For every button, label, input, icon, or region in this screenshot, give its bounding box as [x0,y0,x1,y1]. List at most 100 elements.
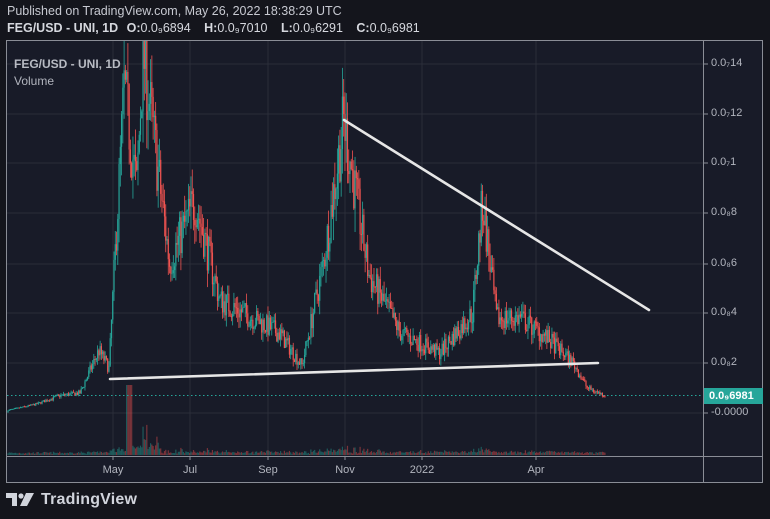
volume-bar [581,452,583,455]
candle-body [309,337,311,339]
candle-body [575,367,577,369]
legend-symbol: FEG/USD - UNI, 1D [14,57,121,71]
candle-body [522,311,524,314]
volume-bar [338,449,340,455]
candle-body [254,324,256,328]
candle-body [97,350,99,359]
volume-bar [126,385,128,455]
volume-bar [319,449,321,455]
candle-body [95,358,97,360]
volume-bar [119,450,121,455]
candle-body [191,191,193,195]
candle-body [534,321,537,323]
volume-bar [404,452,407,455]
candle-body [155,115,157,130]
volume-bar [539,451,542,455]
candle-body [292,347,294,360]
candle-body [11,408,13,410]
volume-bar [317,451,320,455]
volume-bar [437,451,439,455]
volume-bar [45,451,47,455]
volume-bar [396,451,398,455]
volume-bar [495,451,497,455]
candle-body [556,338,558,342]
candle-body [375,274,378,287]
candle-body [233,303,235,315]
candle-body [232,314,234,317]
volume-bar [52,451,55,455]
candle-body [293,359,296,362]
candle-body [162,200,164,202]
volume-bar [182,451,185,455]
candle-body [249,319,251,327]
candle-body [200,223,202,228]
candle-body [102,351,104,355]
volume-bar [137,446,139,455]
volume-bar [76,452,79,455]
volume-bar [391,453,393,455]
candle-body [570,354,572,366]
volume-bar [587,452,590,455]
volume-bar [368,453,370,455]
volume-bar [545,451,547,455]
volume-bar [273,452,275,455]
candle-body [61,394,63,396]
candle-body [220,291,222,296]
volume-bar [584,453,586,455]
volume-bar [541,453,543,455]
candle-body [300,358,302,365]
candle-body [124,70,126,80]
volume-bar [431,452,433,455]
candle-body [74,392,76,396]
volume-bar [534,452,537,455]
volume-bar [142,426,144,455]
volume-bar [524,450,527,455]
candle-body [349,161,351,175]
volume-bar [356,453,359,455]
candle-body [239,309,241,318]
volume-bar [364,452,366,455]
volume-bar [369,452,371,455]
candle-body [518,314,520,325]
volume-bar [497,452,499,455]
candle-body [223,301,225,313]
candle-body [380,292,383,301]
candle-body [214,275,216,283]
volume-bar [600,451,602,455]
volume-bar [348,452,350,455]
candle-body [245,303,248,314]
volume-bar [518,452,520,455]
candle-body [598,391,600,393]
candle-body [399,330,402,341]
candle-body [25,406,27,408]
candle-body [423,349,426,354]
volume-bar [447,451,450,455]
volume-bar [7,453,9,455]
volume-bar [435,451,437,455]
volume-bar [488,449,490,455]
candle-body [161,193,163,201]
volume-bar [595,452,597,455]
candle-body [386,299,388,301]
volume-bar [167,450,169,455]
volume-bar [528,451,530,455]
candle-body [420,334,422,352]
volume-bar [185,451,187,455]
candle-body [99,346,101,356]
candle-body [486,229,489,252]
volume-bar [272,453,274,455]
candle-body [119,146,121,165]
candle-body [553,337,556,354]
volume-bar [197,452,200,455]
candle-body [468,321,470,330]
candle-body [258,316,260,325]
volume-bar [115,452,118,455]
candle-body [437,348,439,350]
tradingview-logo[interactable]: TradingView [6,491,137,509]
volume-bar [407,452,409,455]
volume-bar [436,451,438,455]
volume-bar [471,452,474,455]
candle-body [435,343,437,356]
high-value: H:0.0₉7010 [204,21,268,35]
